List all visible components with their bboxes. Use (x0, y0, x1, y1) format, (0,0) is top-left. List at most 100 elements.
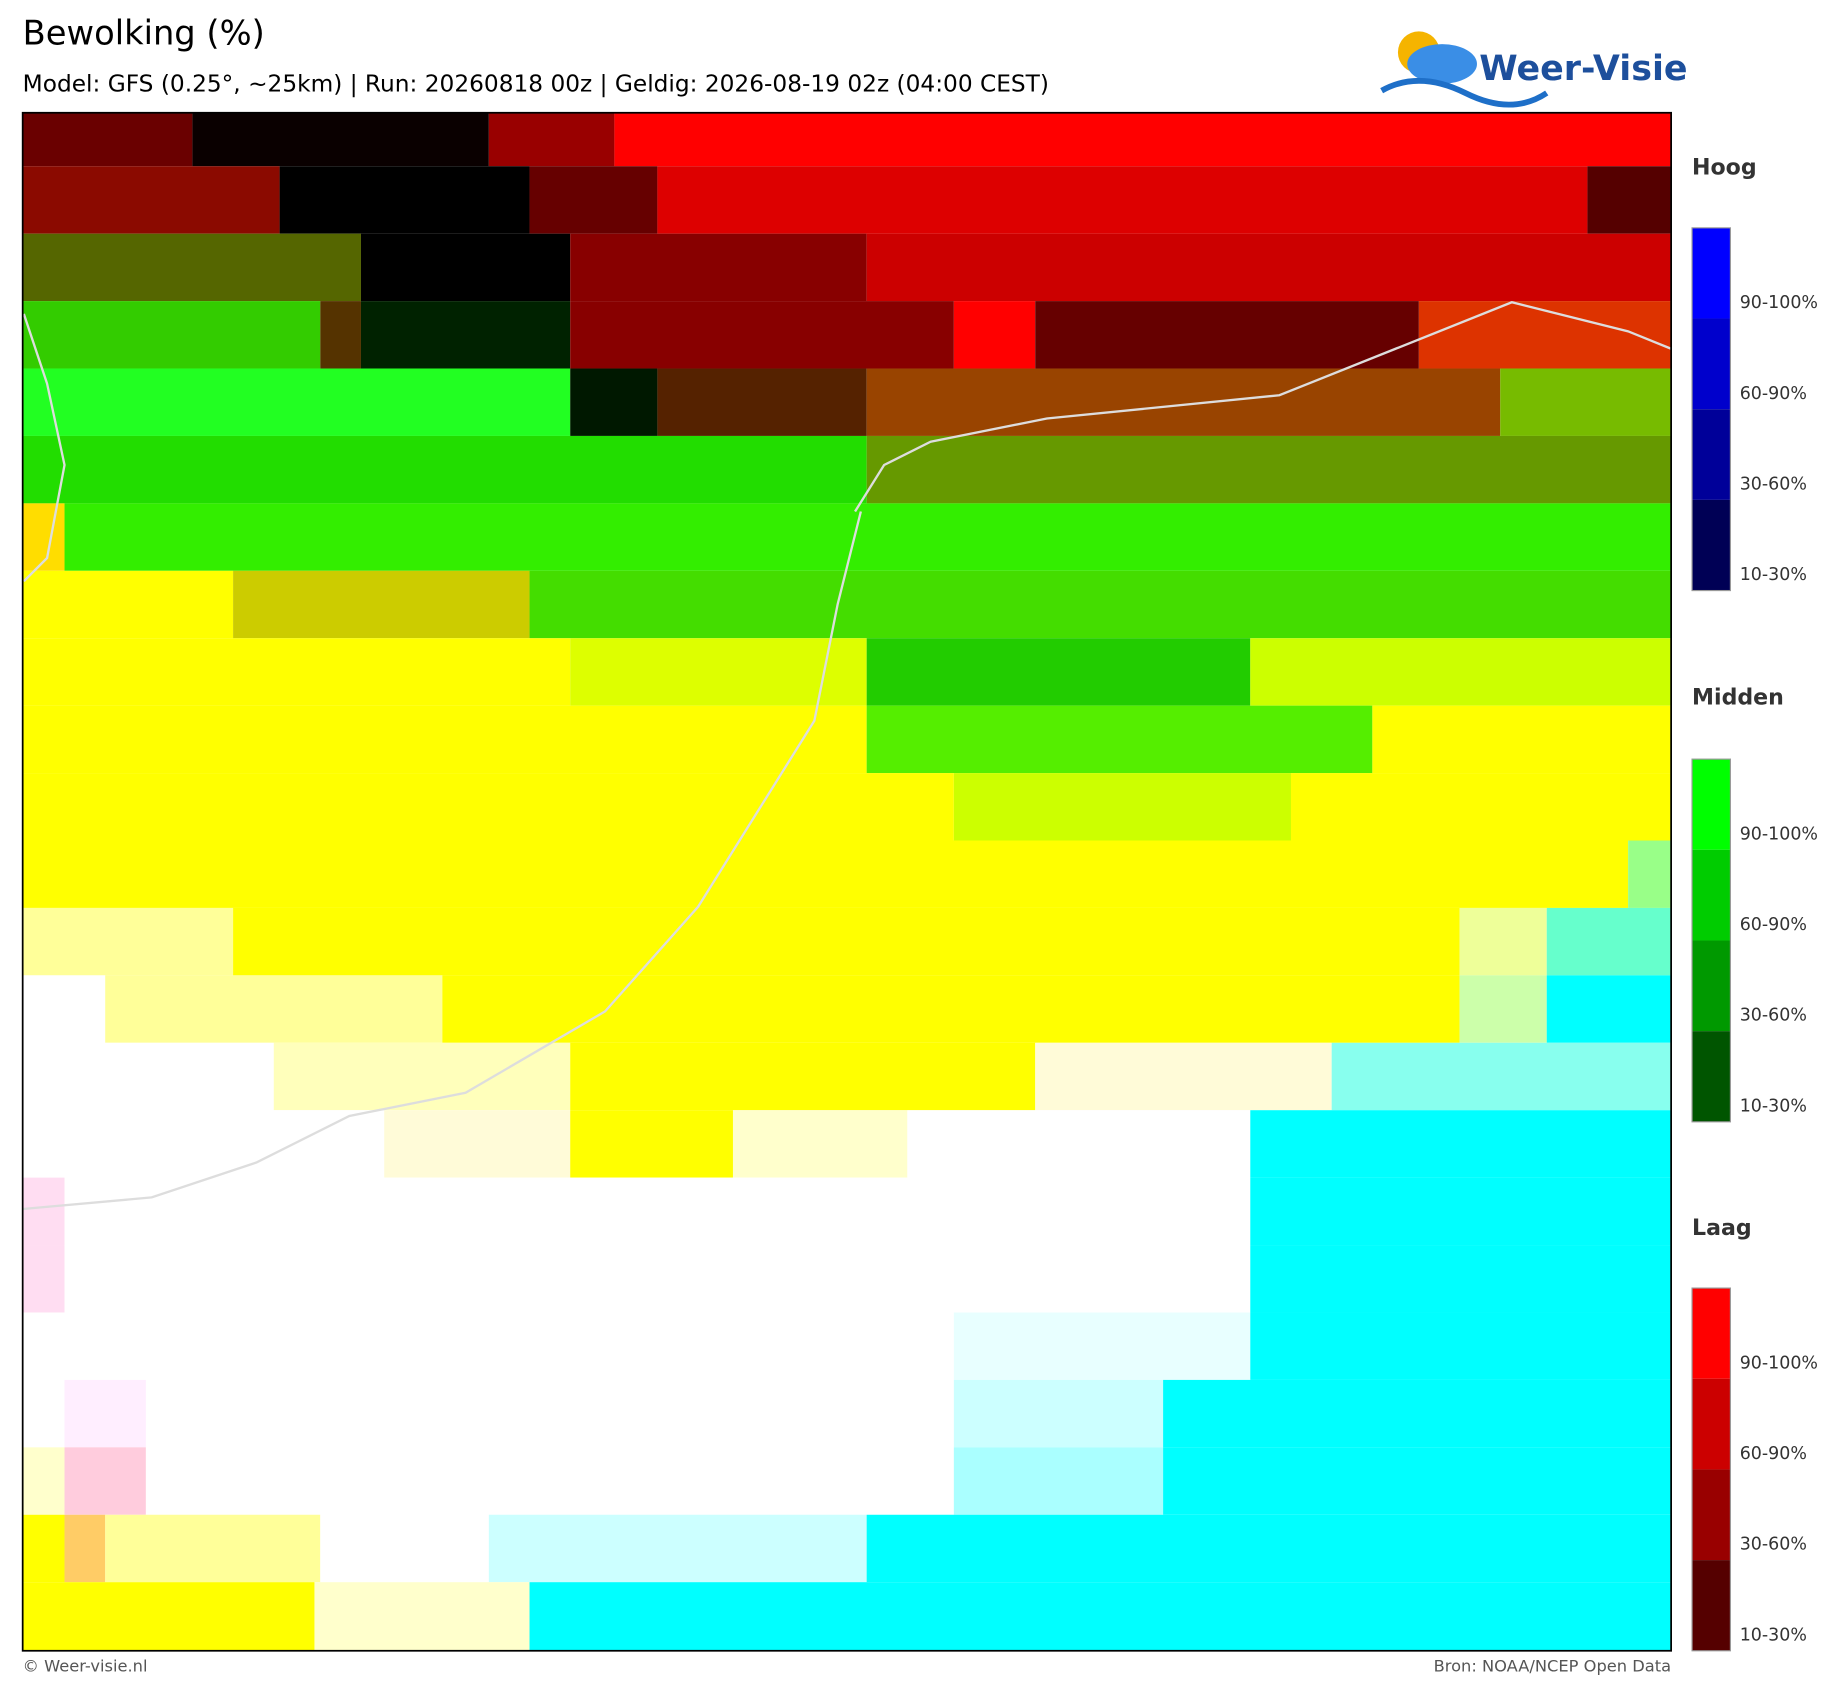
cloud-cell (22, 1582, 315, 1651)
cloud-cell (1459, 907, 1547, 976)
cloud-cell (1250, 1110, 1672, 1178)
cloud-cell (953, 1447, 1164, 1515)
cloud-cell (360, 233, 571, 302)
legend-label: 90-100% (1740, 1353, 1818, 1373)
subtitle: Model: GFS (0.25°, ~25km) | Run: 2026081… (23, 70, 1049, 97)
cloud-cell (273, 1042, 571, 1111)
title: Bewolking (%) (23, 13, 265, 52)
cloud-cell (570, 1042, 1036, 1111)
cloud-cell (22, 301, 321, 369)
cloud-cell (145, 1447, 954, 1515)
cloud-cell (22, 112, 193, 167)
cloud-cell (64, 1447, 146, 1515)
cloud-cell (1163, 1447, 1672, 1515)
legend-swatch (1692, 849, 1731, 941)
logo: Weer-Visie (1380, 31, 1688, 108)
cloud-cell (22, 1042, 274, 1111)
cloud-cell (233, 570, 530, 639)
legend-label: 60-90% (1740, 384, 1807, 404)
legend-label: 30-60% (1740, 474, 1807, 494)
cloud-cell (1250, 1312, 1672, 1380)
cloud-cell (22, 1110, 385, 1178)
cloud-cell (570, 1110, 733, 1178)
cloud-cell (384, 1110, 571, 1178)
cloud-cell (570, 368, 658, 436)
cloud-grid (22, 112, 1672, 1651)
legend-swatch (1692, 940, 1731, 1032)
legend-bar-frame (1691, 758, 1731, 1123)
cloud-cell (657, 166, 1588, 234)
cloud-cell (22, 907, 234, 976)
cloud-cell (866, 233, 1672, 302)
legend-swatch (1692, 1031, 1731, 1122)
cloud-cell (22, 840, 1629, 908)
logo-text: Weer-Visie (1479, 49, 1687, 89)
legend-swatch (1692, 499, 1731, 591)
cloud-cell (64, 1514, 106, 1583)
cloud-cell (570, 301, 954, 369)
cloud-cell (1546, 907, 1672, 976)
cloud-cell (314, 1582, 530, 1651)
map-frame (21, 111, 1672, 1652)
cloud-cell (907, 1110, 1251, 1178)
legend-label: 30-60% (1740, 1006, 1807, 1026)
legend-swatch (1692, 227, 1731, 319)
cloud-cell (866, 435, 1672, 504)
cloud-cell (192, 112, 489, 167)
cloud-cell (570, 233, 867, 302)
legend-swatch (1692, 1378, 1731, 1470)
cloud-cell (22, 233, 361, 302)
legend: Hoog 90-100% 60-90% 30-60% 10-30% Midden 90-10… (1691, 156, 1818, 1652)
cloud-cell (22, 773, 954, 841)
cloud-cell (1546, 975, 1672, 1043)
cloud-cell (320, 1514, 489, 1583)
cloud-cell (657, 368, 867, 436)
cloud-cell (64, 503, 1672, 571)
cloud-cell (22, 1177, 65, 1246)
legend-label: 10-30% (1740, 1625, 1807, 1645)
cloud-cell (64, 1379, 146, 1448)
footer-right: Bron: NOAA/NCEP Open Data (1434, 1657, 1672, 1676)
cloud-cell (22, 570, 234, 639)
cloud-cell (22, 1312, 954, 1380)
cloud-cell (22, 166, 280, 234)
legend-swatch (1692, 318, 1731, 410)
legend-label: 60-90% (1740, 1444, 1807, 1464)
cloud-cell (105, 975, 443, 1043)
cloud-cell (1163, 1379, 1672, 1448)
legend-label: 90-100% (1740, 293, 1818, 313)
cloud-cell (488, 112, 615, 167)
cloud-cell (529, 570, 1672, 639)
cloud-cell (1250, 1245, 1672, 1313)
cloud-cell (22, 368, 571, 436)
cloud-cell (1250, 1177, 1672, 1246)
cloud-cell (1628, 840, 1672, 908)
footer-left: © Weer-visie.nl (23, 1657, 148, 1676)
cloud-cell (1459, 975, 1547, 1043)
cloud-cell (22, 435, 867, 504)
legend-swatch (1692, 1469, 1731, 1561)
legend-label: 10-30% (1740, 1096, 1807, 1116)
cloud-cell (22, 1379, 65, 1448)
cloud-cell (22, 503, 65, 571)
logo-cloud (1407, 44, 1477, 84)
cloud-cell (1418, 301, 1672, 369)
cloud-cell (732, 1110, 908, 1178)
cloud-cell (866, 638, 1251, 706)
legend-title: Laag (1692, 1216, 1752, 1241)
legend-swatch (1692, 759, 1731, 850)
cloud-cell (22, 1245, 65, 1313)
cloud-cell (22, 1514, 65, 1583)
cloud-cell (488, 1514, 867, 1583)
legend-swatch (1692, 409, 1731, 500)
cloud-cell (866, 1514, 1672, 1583)
cloud-cell (105, 1514, 321, 1583)
legend-bar-frame (1691, 227, 1731, 592)
cloud-cell (22, 638, 571, 706)
cloud-cell (442, 975, 1460, 1043)
legend-label: 10-30% (1740, 565, 1807, 585)
cloud-cell (64, 1177, 1251, 1246)
cloud-cell (953, 301, 1036, 369)
